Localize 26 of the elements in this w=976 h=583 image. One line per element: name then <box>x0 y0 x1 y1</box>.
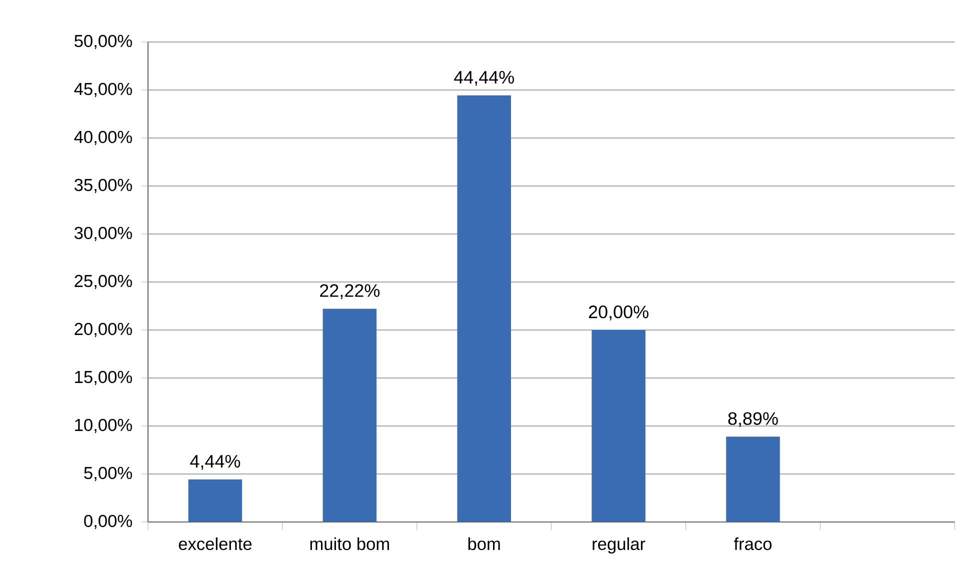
data-label: 8,89% <box>728 412 778 428</box>
x-tick-label: regular <box>592 537 646 554</box>
data-label: 20,00% <box>588 306 648 320</box>
data-label: 22,22% <box>320 284 380 300</box>
y-tick-label: 45,00% <box>74 82 132 98</box>
y-tick-label: 0,00% <box>84 514 132 530</box>
y-tick-label: 35,00% <box>74 178 132 194</box>
x-tick-label: bom <box>468 537 500 550</box>
x-tick-label: excelente <box>178 537 252 550</box>
bar <box>188 479 242 522</box>
y-tick-label: 30,00% <box>74 226 132 242</box>
bar <box>457 95 511 522</box>
bar <box>726 436 780 522</box>
y-tick-label: 5,00% <box>84 466 132 482</box>
y-tick-label: 40,00% <box>74 130 132 146</box>
y-tick-label: 10,00% <box>75 418 132 434</box>
data-label: 4,44% <box>190 454 240 470</box>
bar <box>592 330 646 522</box>
y-tick-label: 15,00% <box>75 370 132 386</box>
x-tick-label: muito bom <box>310 537 389 550</box>
y-tick-label: 25,00% <box>74 274 132 290</box>
bar <box>322 308 377 522</box>
y-tick-label: 50,00% <box>74 34 132 50</box>
y-tick-label: 20,00% <box>74 322 132 338</box>
x-tick-label: fraco <box>734 537 772 550</box>
data-label: 44,44% <box>454 70 514 86</box>
